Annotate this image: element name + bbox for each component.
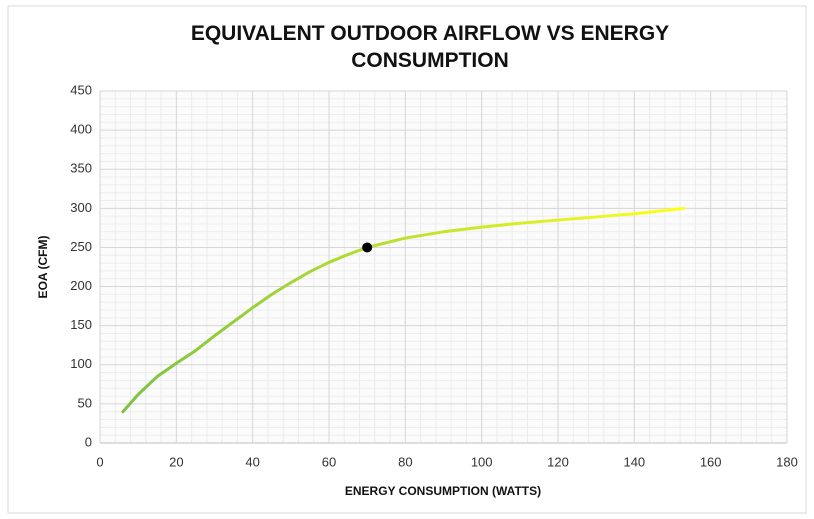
y-tick-label: 150 xyxy=(70,317,92,332)
y-tick-label: 50 xyxy=(78,395,92,410)
y-tick-label: 350 xyxy=(70,161,92,176)
y-tick-label: 400 xyxy=(70,122,92,137)
x-tick-label: 140 xyxy=(623,454,645,469)
y-tick-label: 200 xyxy=(70,278,92,293)
highlight-point xyxy=(362,242,373,253)
y-tick-label: 100 xyxy=(70,356,92,371)
y-tick-label: 0 xyxy=(85,434,92,449)
x-tick-label: 100 xyxy=(471,454,493,469)
y-axis-label: EOA (CFM) xyxy=(36,236,50,299)
x-tick-label: 180 xyxy=(776,454,798,469)
x-tick-label: 120 xyxy=(547,454,569,469)
y-tick-label: 300 xyxy=(70,200,92,215)
y-tick-label: 450 xyxy=(70,82,92,97)
chart-title: EQUIVALENT OUTDOOR AIRFLOW VS ENERGY CON… xyxy=(190,22,670,72)
x-tick-label: 0 xyxy=(96,454,103,469)
plot-area xyxy=(100,91,787,443)
x-tick-label: 80 xyxy=(398,454,412,469)
x-tick-label: 160 xyxy=(700,454,722,469)
x-axis-label: ENERGY CONSUMPTION (WATTS) xyxy=(345,484,541,498)
data-line xyxy=(121,206,686,414)
x-tick-label: 60 xyxy=(322,454,336,469)
x-tick-label: 40 xyxy=(245,454,259,469)
y-tick-label: 250 xyxy=(70,239,92,254)
x-tick-label: 20 xyxy=(169,454,183,469)
